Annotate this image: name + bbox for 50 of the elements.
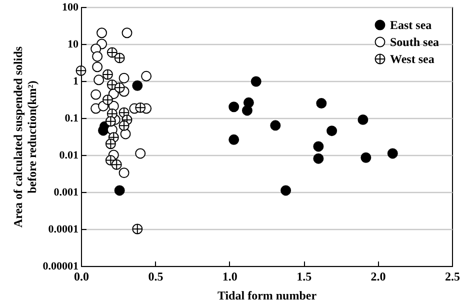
point xyxy=(105,116,116,127)
legend-label: South sea xyxy=(390,35,440,49)
y-tick-label: 0.00001 xyxy=(42,260,78,272)
y-tick-label: 0.001 xyxy=(54,186,78,198)
x-tick-label: 1.5 xyxy=(296,270,312,284)
point xyxy=(92,62,103,72)
point xyxy=(122,28,132,38)
x-tick-label: 2.5 xyxy=(445,270,460,284)
y-tick-label: 100 xyxy=(62,2,79,14)
point xyxy=(118,168,130,178)
point xyxy=(141,70,152,82)
x-tick-label: 0.0 xyxy=(74,270,89,284)
point xyxy=(280,185,292,196)
point xyxy=(270,120,281,131)
point xyxy=(98,125,109,136)
point xyxy=(76,65,86,76)
point xyxy=(92,51,103,62)
y-tick-label: 0.1 xyxy=(64,112,78,124)
point xyxy=(358,114,368,125)
point xyxy=(135,102,146,113)
x-tick-label: 0.5 xyxy=(148,270,164,284)
point xyxy=(360,152,372,163)
y-tick-label: 0.0001 xyxy=(48,224,78,236)
point xyxy=(118,72,130,84)
point xyxy=(94,74,104,86)
x-tick-label: 1.0 xyxy=(222,270,238,284)
y-axis-title: Area of calculated suspended solids before reduction(km²) xyxy=(10,46,39,228)
point xyxy=(90,89,102,100)
y-tick-label: 1 xyxy=(73,76,78,88)
x-axis-title: Tidal form number xyxy=(217,288,318,302)
x-tick-label: 2.0 xyxy=(370,270,386,284)
point xyxy=(132,80,143,91)
point xyxy=(228,134,240,145)
point xyxy=(313,141,324,152)
y-tick-label: 10 xyxy=(68,38,79,50)
point xyxy=(228,102,240,112)
y-tick-label: 0.01 xyxy=(59,150,78,162)
legend-label: East sea xyxy=(390,18,432,32)
point xyxy=(387,148,398,159)
point xyxy=(326,126,338,136)
point xyxy=(242,105,252,116)
point xyxy=(316,98,327,109)
point xyxy=(135,148,146,159)
point xyxy=(102,94,113,106)
point xyxy=(250,76,262,87)
point xyxy=(96,28,108,38)
point xyxy=(114,185,125,196)
legend-label: West sea xyxy=(390,52,434,66)
point xyxy=(105,138,116,150)
point xyxy=(313,153,324,164)
